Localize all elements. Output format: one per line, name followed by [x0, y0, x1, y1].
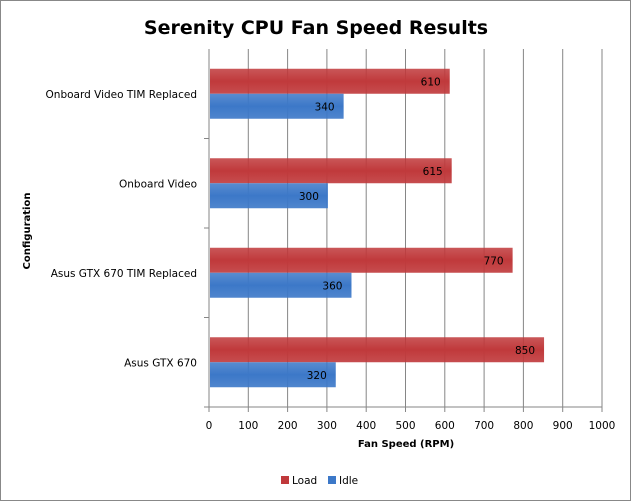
- x-tick-label: 1000: [589, 420, 616, 432]
- data-label: 610: [421, 76, 441, 88]
- category-label: Asus GTX 670 TIM Replaced: [51, 268, 197, 280]
- bar-idle: [210, 362, 336, 388]
- legend-swatch-load: [281, 476, 289, 484]
- bar-idle: [210, 93, 344, 119]
- x-tick-label: 100: [238, 420, 258, 432]
- data-label: 850: [515, 345, 535, 357]
- data-label: 340: [315, 101, 335, 113]
- x-tick-label: 400: [356, 420, 376, 432]
- x-tick-label: 300: [317, 420, 337, 432]
- data-label: 320: [307, 370, 327, 382]
- bar-idle: [210, 272, 352, 298]
- bar-load: [210, 158, 452, 184]
- data-label: 770: [484, 255, 504, 267]
- category-label: Onboard Video TIM Replaced: [46, 89, 197, 101]
- bar-load: [210, 68, 450, 94]
- x-tick-label: 0: [206, 420, 213, 432]
- legend-label: Idle: [339, 475, 358, 487]
- legend-label: Load: [292, 475, 317, 487]
- legend-swatch-idle: [328, 476, 336, 484]
- data-label: 615: [423, 166, 443, 178]
- x-tick-label: 500: [395, 420, 415, 432]
- data-label: 360: [322, 280, 342, 292]
- x-tick-label: 600: [435, 420, 455, 432]
- data-label: 300: [299, 191, 319, 203]
- category-label: Asus GTX 670: [124, 357, 197, 369]
- chart-title: Serenity CPU Fan Speed Results: [144, 17, 488, 39]
- x-tick-label: 800: [513, 420, 533, 432]
- category-label: Onboard Video: [119, 178, 197, 190]
- bar-load: [210, 247, 513, 273]
- x-axis-label: Fan Speed (RPM): [358, 439, 454, 450]
- x-tick-label: 700: [474, 420, 494, 432]
- x-tick-label: 900: [553, 420, 573, 432]
- y-axis-label: Configuration: [22, 193, 33, 270]
- bar-idle: [210, 183, 328, 209]
- bar-load: [210, 337, 545, 363]
- x-tick-label: 200: [278, 420, 298, 432]
